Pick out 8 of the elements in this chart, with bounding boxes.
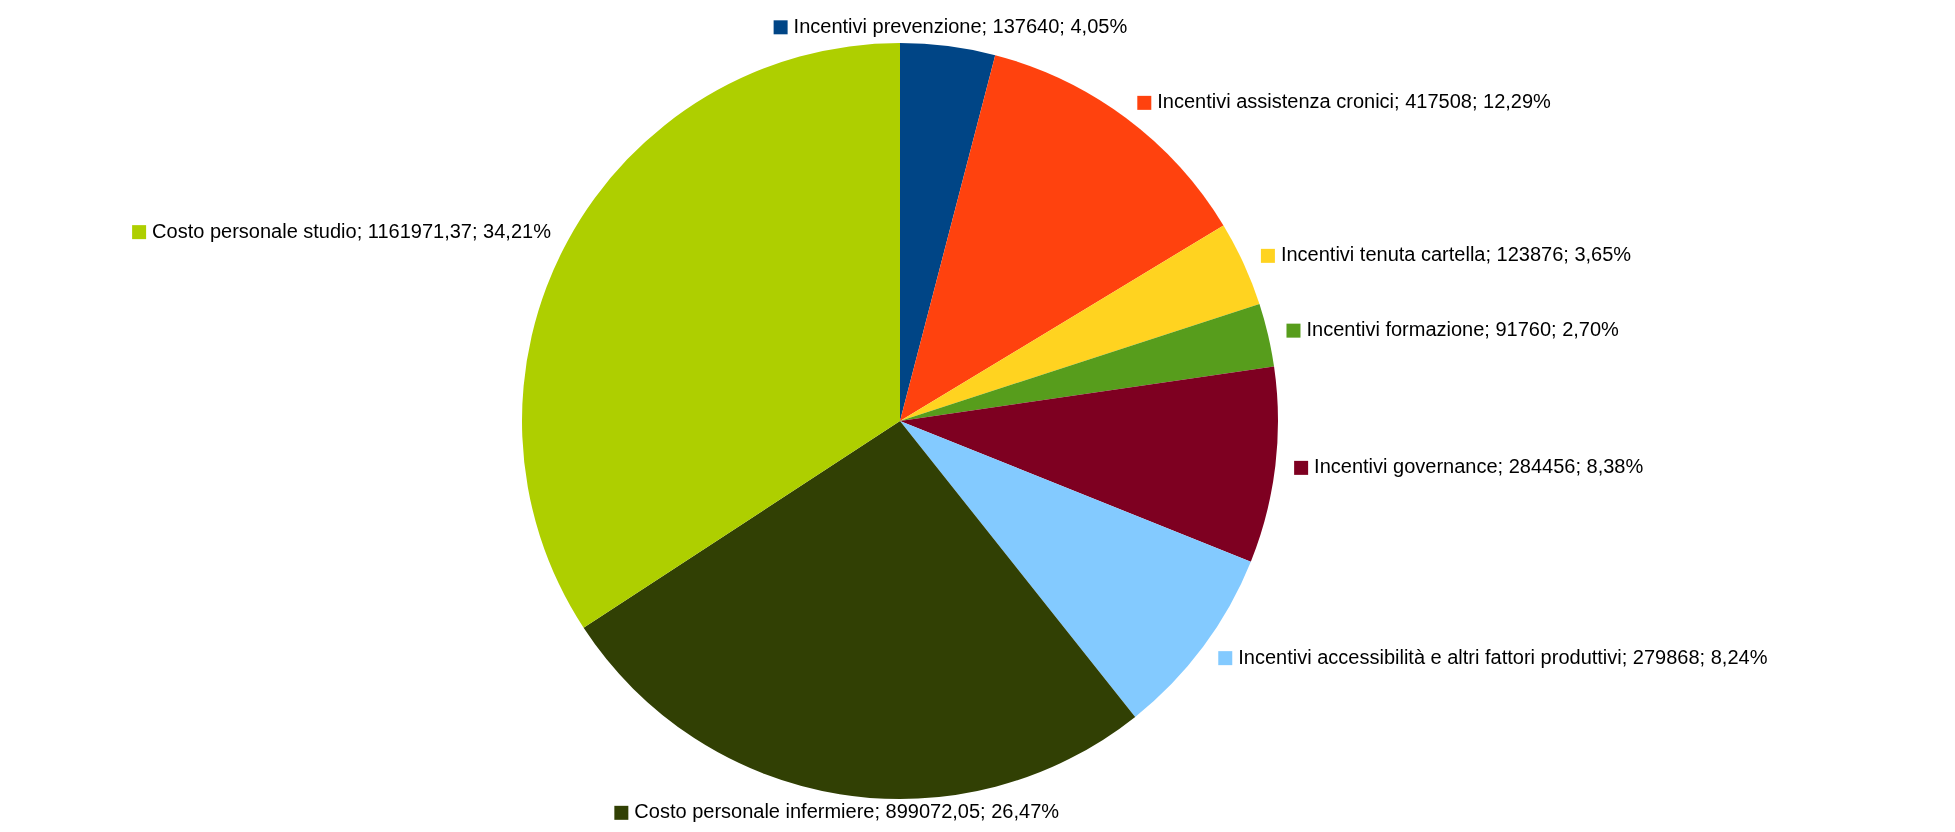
legend-label: Incentivi tenuta cartella; 123876; 3,65% [1280, 243, 1632, 266]
legend-label: Incentivi accessibilità e altri fattori produttivi; 279868; 8,24% [1238, 645, 1768, 668]
legend-label: Costo personale infermiere; 899072,05; 26,47% [634, 800, 1060, 823]
legend-label: Costo personale studio; 1161971,37; 34,21% [152, 219, 552, 242]
legend-label: Incentivi formazione; 91760; 2,70% [1306, 318, 1620, 341]
legend-label: Incentivi prevenzione; 137640; 4,05% [793, 14, 1128, 37]
legend-label: Incentivi governance; 284456; 8,38% [1314, 455, 1644, 478]
legend-label: Incentivi assistenza cronici; 417508; 12,29% [1157, 90, 1552, 113]
